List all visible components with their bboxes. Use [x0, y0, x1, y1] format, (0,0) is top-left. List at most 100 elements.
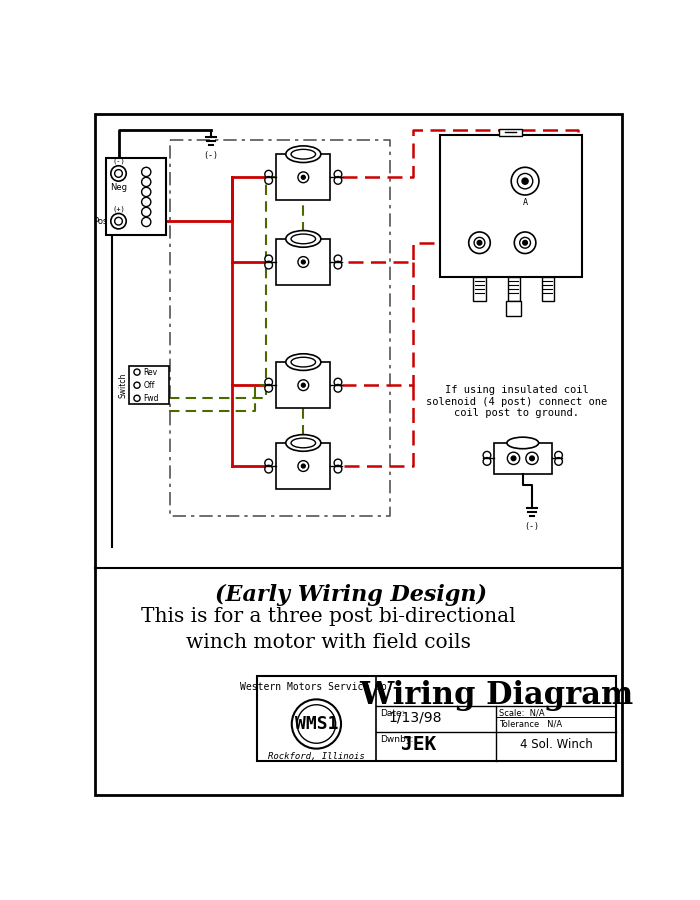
- Circle shape: [141, 207, 151, 217]
- Ellipse shape: [291, 357, 316, 367]
- Circle shape: [134, 395, 140, 401]
- Circle shape: [511, 167, 539, 195]
- Text: Tolerance   N/A: Tolerance N/A: [499, 719, 562, 728]
- Text: (-): (-): [112, 158, 125, 164]
- Circle shape: [302, 464, 305, 468]
- Bar: [473, 277, 486, 301]
- Circle shape: [334, 378, 342, 386]
- Ellipse shape: [291, 438, 316, 448]
- Circle shape: [141, 187, 151, 196]
- Circle shape: [517, 174, 533, 189]
- Circle shape: [265, 261, 272, 269]
- Circle shape: [514, 232, 536, 254]
- Circle shape: [265, 384, 272, 392]
- Text: (-): (-): [204, 151, 218, 160]
- Ellipse shape: [286, 354, 321, 371]
- Text: Neg: Neg: [110, 183, 127, 192]
- Circle shape: [334, 384, 342, 392]
- Circle shape: [334, 255, 342, 263]
- Text: Switch: Switch: [118, 373, 127, 398]
- Circle shape: [298, 461, 309, 472]
- Bar: [106, 158, 167, 235]
- Ellipse shape: [286, 146, 321, 163]
- Text: Dwnby:: Dwnby:: [380, 734, 414, 743]
- Circle shape: [483, 452, 491, 459]
- Circle shape: [111, 166, 126, 181]
- Text: (+): (+): [112, 205, 125, 212]
- Circle shape: [297, 705, 336, 743]
- Circle shape: [302, 176, 305, 179]
- Circle shape: [523, 240, 527, 245]
- Circle shape: [292, 699, 341, 749]
- Circle shape: [302, 383, 305, 387]
- Circle shape: [298, 380, 309, 391]
- Circle shape: [141, 167, 151, 176]
- Circle shape: [115, 169, 122, 177]
- Text: 4 Sol. Winch: 4 Sol. Winch: [519, 738, 592, 751]
- Circle shape: [554, 452, 562, 459]
- Text: 1/13/98: 1/13/98: [389, 710, 442, 724]
- Circle shape: [483, 457, 491, 465]
- Circle shape: [511, 456, 516, 461]
- Circle shape: [334, 261, 342, 269]
- Circle shape: [115, 217, 122, 225]
- Text: Rev: Rev: [144, 367, 158, 376]
- Circle shape: [265, 255, 272, 263]
- Ellipse shape: [291, 149, 316, 159]
- Bar: [506, 301, 522, 316]
- Text: (-): (-): [524, 522, 540, 531]
- Circle shape: [554, 457, 562, 465]
- Circle shape: [474, 238, 485, 248]
- Circle shape: [334, 176, 342, 184]
- Circle shape: [265, 459, 272, 467]
- Circle shape: [265, 176, 272, 184]
- Bar: [276, 362, 330, 409]
- Circle shape: [519, 238, 531, 248]
- Text: JEK: JEK: [401, 734, 436, 754]
- Bar: [276, 443, 330, 490]
- Circle shape: [334, 170, 342, 178]
- Text: Scale:  N/A: Scale: N/A: [499, 708, 545, 717]
- Bar: [440, 135, 582, 277]
- Text: (Early Wiring Design): (Early Wiring Design): [215, 584, 487, 606]
- Text: Pos: Pos: [93, 217, 108, 226]
- Text: Off: Off: [144, 381, 155, 390]
- Circle shape: [530, 456, 534, 461]
- Ellipse shape: [291, 234, 316, 244]
- Circle shape: [141, 177, 151, 186]
- Circle shape: [477, 240, 482, 245]
- Text: Wiring Diagram: Wiring Diagram: [359, 680, 634, 711]
- Circle shape: [302, 260, 305, 264]
- Text: Rockford, Illinois: Rockford, Illinois: [268, 752, 365, 760]
- Circle shape: [526, 452, 538, 464]
- Bar: [499, 129, 522, 137]
- Circle shape: [469, 232, 490, 254]
- Circle shape: [141, 217, 151, 227]
- Bar: [542, 277, 554, 301]
- Text: WMS1: WMS1: [295, 715, 338, 733]
- Text: If using insulated coil
solenoid (4 post) connect one
coil post to ground.: If using insulated coil solenoid (4 post…: [426, 385, 607, 418]
- Circle shape: [334, 465, 342, 473]
- Text: This is for a three post bi-directional
winch motor with field coils: This is for a three post bi-directional …: [141, 607, 515, 652]
- Circle shape: [134, 382, 140, 388]
- Bar: [257, 676, 616, 761]
- Text: Date:: Date:: [380, 708, 405, 717]
- Text: Fwd: Fwd: [144, 394, 159, 403]
- Circle shape: [111, 213, 126, 229]
- Bar: [130, 366, 169, 404]
- Text: Western Motors Service Co.: Western Motors Service Co.: [240, 682, 393, 692]
- Bar: [508, 277, 520, 301]
- Circle shape: [522, 178, 528, 184]
- Bar: [276, 238, 330, 285]
- Circle shape: [265, 378, 272, 386]
- Circle shape: [265, 465, 272, 473]
- Ellipse shape: [507, 437, 538, 449]
- Text: A: A: [523, 198, 528, 207]
- Ellipse shape: [286, 230, 321, 248]
- Circle shape: [141, 197, 151, 207]
- Circle shape: [265, 170, 272, 178]
- Bar: [276, 154, 330, 201]
- Circle shape: [508, 452, 519, 464]
- Circle shape: [134, 369, 140, 375]
- Circle shape: [298, 256, 309, 267]
